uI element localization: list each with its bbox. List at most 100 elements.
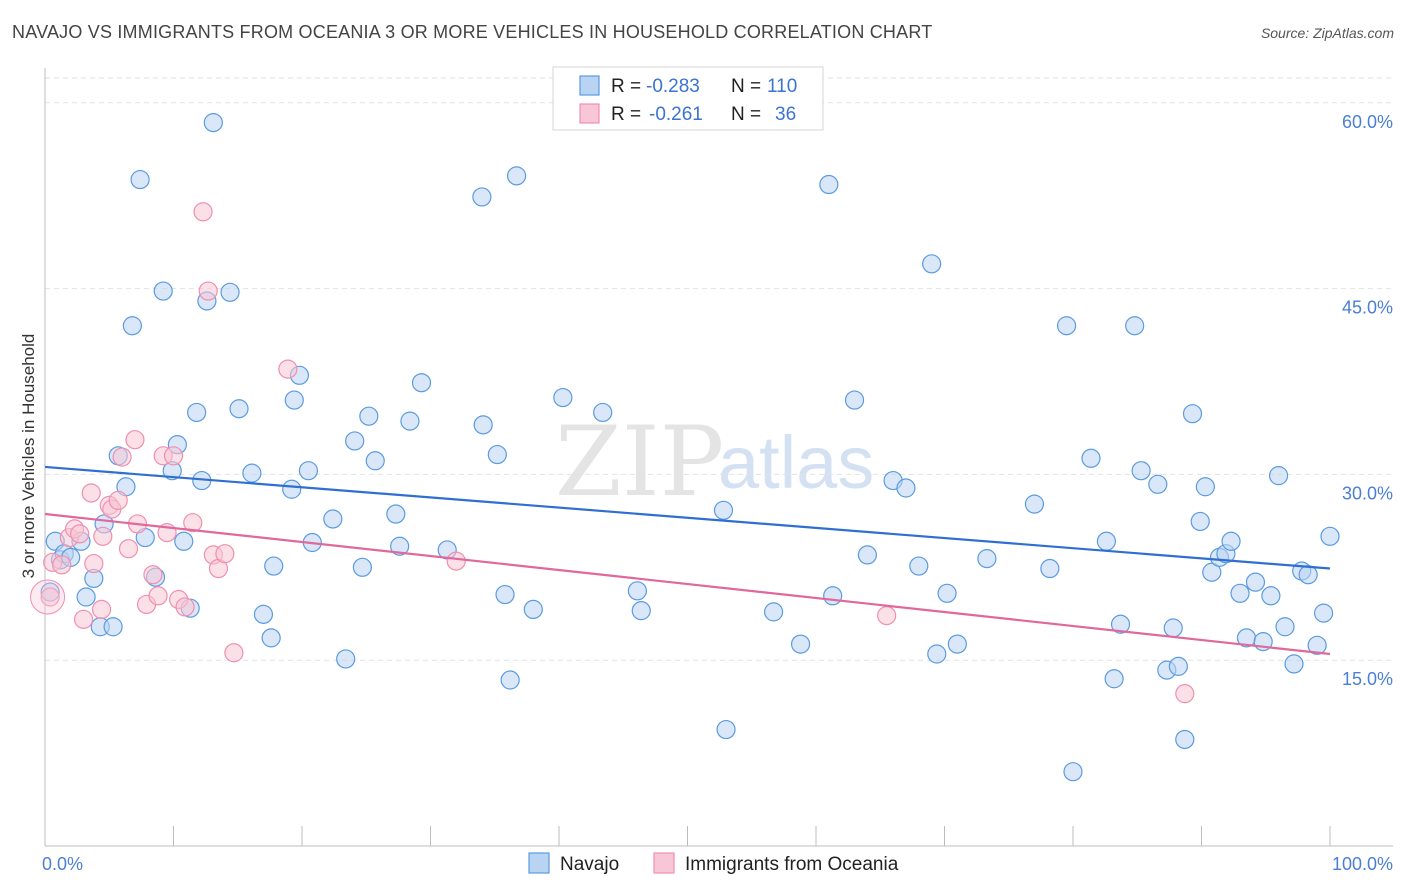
legend-r-value-oceania: -0.261: [649, 104, 703, 125]
oceania-point: [91, 599, 112, 620]
y-axis-title: 3 or more Vehicles in Household: [19, 334, 38, 579]
navajo-point: [763, 602, 784, 622]
navajo-point: [284, 390, 304, 410]
navajo-point: [627, 581, 647, 601]
navajo-point: [386, 504, 406, 524]
navajo-point: [1081, 448, 1101, 468]
navajo-point: [553, 387, 573, 408]
navajo-point: [523, 599, 543, 620]
navajo-point: [253, 604, 274, 624]
navajo-point: [187, 402, 207, 423]
navajo-point: [203, 112, 223, 133]
navajo-point: [495, 584, 515, 605]
navajo-point: [1110, 614, 1131, 634]
navajo-point: [1284, 654, 1304, 674]
navajo-point: [1195, 477, 1215, 497]
legend-swatch-oceania: [579, 103, 600, 124]
navajo-point: [896, 478, 916, 498]
navajo-point: [1230, 583, 1250, 603]
navajo-point: [352, 557, 372, 577]
navajo-point: [229, 399, 249, 419]
oceania-point: [278, 359, 298, 379]
navajo-point: [345, 431, 365, 451]
navajo-point: [411, 373, 432, 393]
oceania-point: [163, 446, 184, 466]
series-legend: Navajo Immigrants from Oceania: [528, 852, 899, 875]
navajo-point: [1175, 729, 1195, 750]
navajo-point: [261, 628, 281, 648]
oceania-point: [118, 539, 139, 559]
navajo-point: [122, 316, 142, 336]
oceania-point: [40, 587, 60, 607]
legend-n-label-oceania: N =: [731, 104, 761, 125]
navajo-point: [473, 415, 493, 435]
navajo-point: [909, 556, 929, 576]
navajo-point: [500, 670, 520, 690]
navajo-point: [1190, 511, 1210, 532]
navajo-point: [1221, 531, 1241, 551]
navajo-point: [174, 531, 194, 551]
navajo-point: [1275, 617, 1295, 637]
navajo-point: [359, 406, 379, 426]
stats-legend: R = -0.283 N = 110 R = -0.261 N = 36: [552, 66, 824, 131]
legend-r-value-navajo: -0.283: [646, 76, 700, 97]
y-tick-label: 30.0%: [1342, 483, 1393, 503]
legend-n-label-navajo: N =: [731, 76, 761, 97]
navajo-point: [927, 644, 947, 664]
navajo-point: [298, 461, 319, 481]
y-tick-labels: 60.0% 45.0% 30.0% 15.0%: [1342, 112, 1393, 689]
navajo-point: [1104, 669, 1124, 689]
y-tick-label: 45.0%: [1342, 298, 1393, 318]
navajo-point: [819, 174, 839, 195]
oceania-point: [52, 555, 72, 575]
navajo-point: [1131, 461, 1151, 481]
legend-n-value-oceania: 36: [775, 104, 796, 125]
trend-lines: [44, 465, 1331, 656]
navajo-point: [323, 509, 343, 529]
legend-label-navajo: Navajo: [560, 854, 619, 875]
oceania-point: [93, 526, 113, 546]
navajo-point: [1307, 635, 1327, 655]
navajo-point: [1320, 526, 1340, 546]
navajo-point: [1182, 404, 1203, 424]
oceania-point: [175, 597, 195, 617]
axes: [44, 68, 1393, 847]
navajo-point: [947, 634, 967, 654]
source-label: Source: ZipAtlas.com: [1260, 25, 1394, 41]
navajo-point: [1313, 603, 1334, 623]
navajo-point: [365, 451, 385, 471]
oceania-points: [30, 202, 1195, 704]
navajo-point: [1024, 494, 1045, 514]
oceania-point: [877, 605, 897, 626]
navajo-point: [390, 536, 410, 556]
navajo-point: [487, 444, 507, 465]
navajo-trend-line: [44, 465, 1331, 570]
navajo-point: [1040, 558, 1060, 579]
navajo-point: [631, 601, 651, 621]
oceania-point: [215, 544, 235, 564]
legend-label-oceania: Immigrants from Oceania: [685, 854, 899, 875]
oceania-point: [446, 551, 466, 571]
navajo-point: [506, 166, 527, 186]
navajo-point: [713, 500, 734, 520]
navajo-point: [130, 169, 150, 190]
navajo-point: [282, 479, 302, 499]
legend-r-label-navajo: R =: [611, 76, 641, 97]
navajo-point: [1245, 572, 1266, 592]
legend-r-label-oceania: R =: [611, 104, 641, 125]
oceania-point: [183, 513, 203, 533]
watermark-zip: ZIP: [555, 406, 724, 518]
navajo-point: [1168, 656, 1188, 676]
legend-swatch-bottom-oceania: [653, 852, 675, 874]
oceania-point: [70, 524, 90, 544]
oceania-point: [1175, 684, 1195, 704]
oceania-point: [108, 490, 128, 510]
navajo-point: [1056, 316, 1077, 336]
navajo-point: [1148, 474, 1168, 494]
oceania-point: [125, 430, 145, 450]
navajo-point: [977, 549, 997, 569]
navajo-point: [1202, 562, 1222, 582]
gridlines: [45, 77, 1393, 661]
navajo-point: [790, 634, 811, 654]
